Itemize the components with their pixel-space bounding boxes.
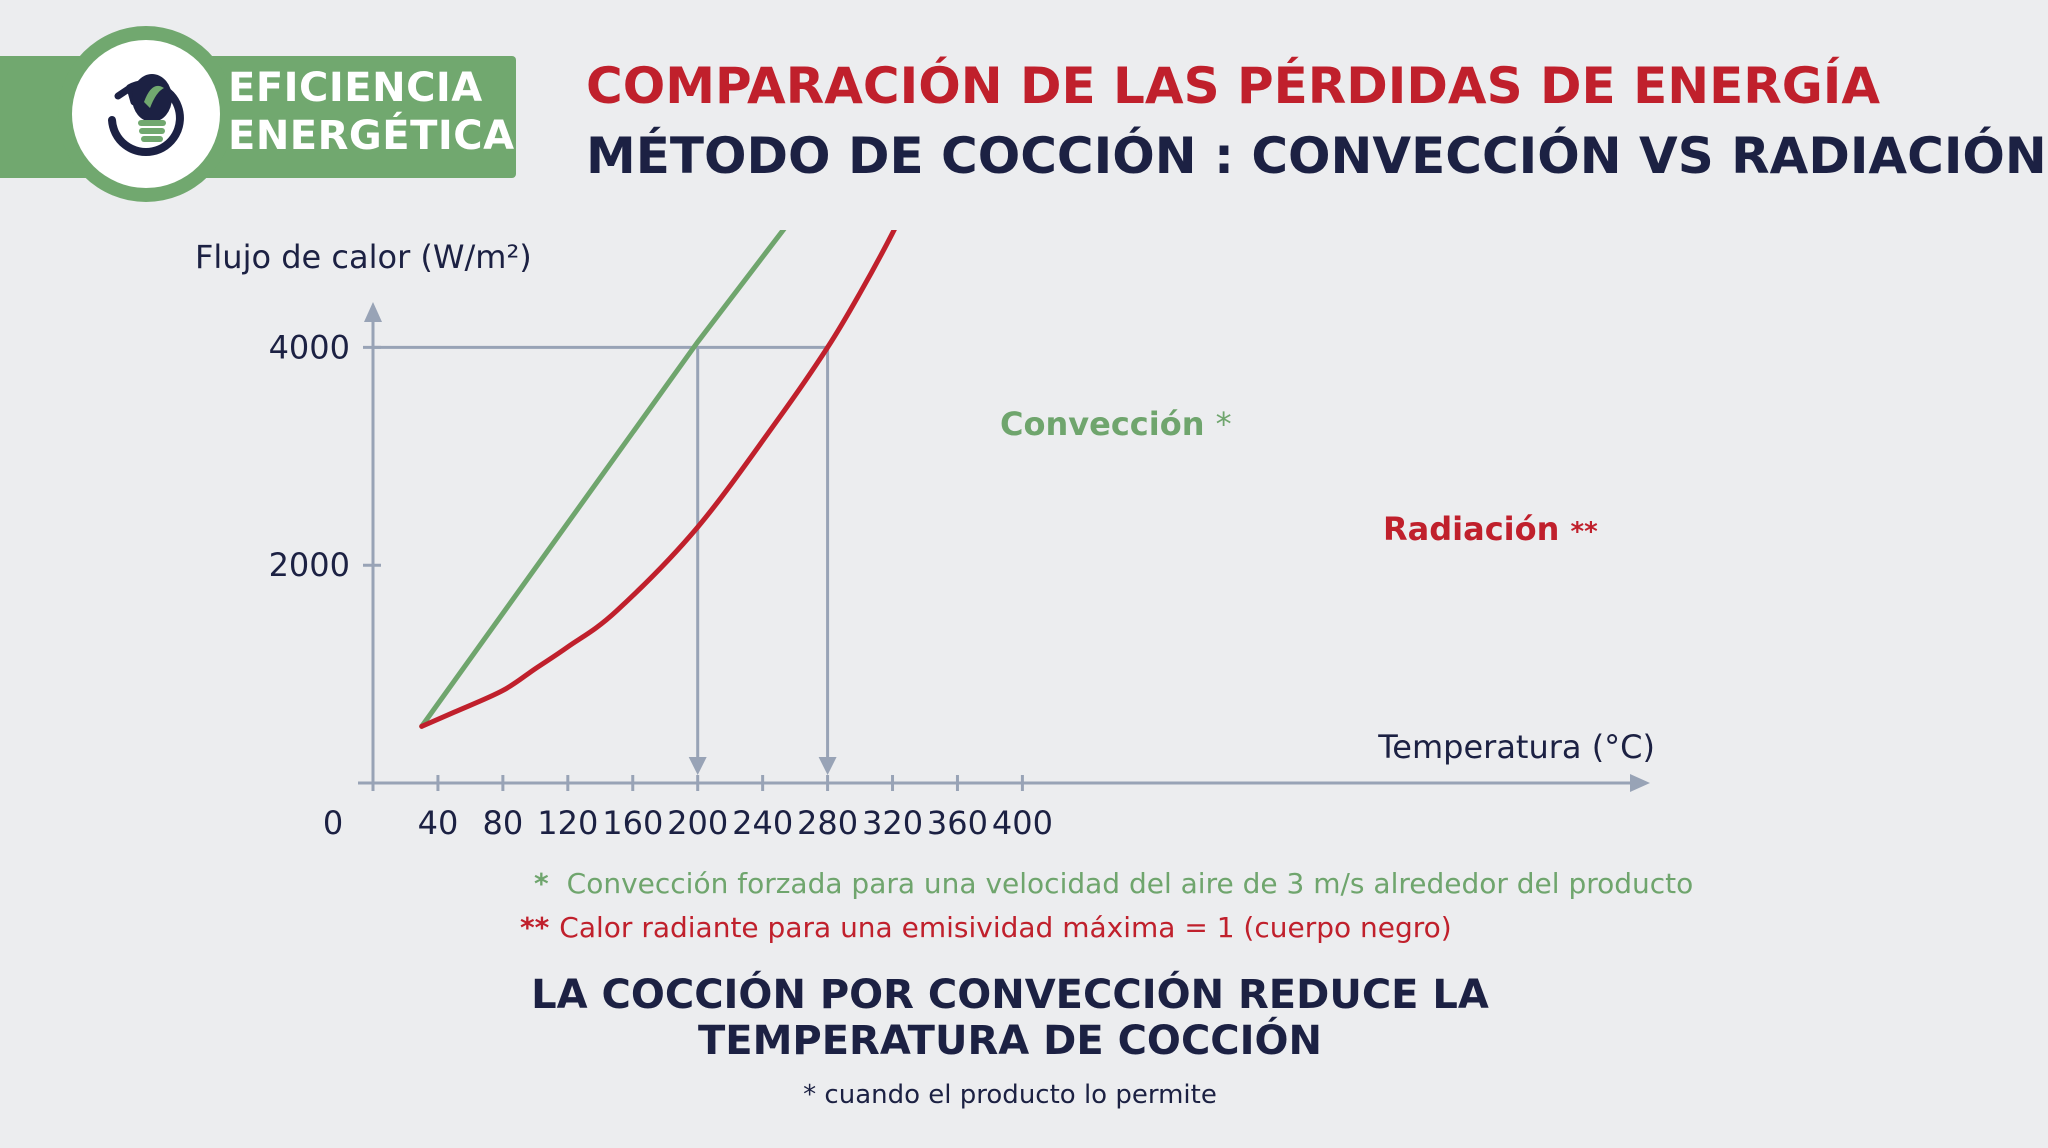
badge-line-1: EFICIENCIA	[228, 65, 483, 111]
badge-icon-holder	[72, 40, 220, 188]
x-tick-label: 120	[537, 804, 598, 842]
note-convection-mark: *	[534, 867, 549, 900]
series-label-radiation-mark: **	[1571, 517, 1599, 547]
x-tick-label: 240	[732, 804, 793, 842]
reference-drop-arrow	[688, 757, 707, 775]
x-tick-label: 160	[602, 804, 663, 842]
y-axis-arrow	[364, 302, 382, 322]
y-axis-label: Flujo de calor (W/m²)	[195, 238, 532, 276]
x-tick-label: 400	[992, 804, 1053, 842]
y-tick-label: 2000	[269, 546, 350, 584]
reference-drop-arrow	[818, 757, 837, 775]
conclusion-line-2: TEMPERATURA DE COCCIÓN	[697, 1018, 1323, 1064]
series-line-radiation	[419, 230, 897, 729]
x-axis-arrow	[1630, 774, 1650, 792]
x-tick-label: 80	[483, 804, 524, 842]
conclusion-line-1: LA COCCIÓN POR CONVECCIÓN REDUCE LA	[531, 972, 1489, 1018]
footnote: * cuando el producto lo permite	[803, 1080, 1217, 1110]
note-radiation: ** Calor radiante para una emisividad máx…	[520, 910, 1452, 946]
x-tick-label: 320	[862, 804, 923, 842]
series-line-convection	[419, 230, 787, 729]
note-convection-text: Convección forzada para una velocidad de…	[566, 867, 1694, 900]
badge-line-2: ENERGÉTICA	[228, 113, 515, 159]
x-tick-label: 360	[927, 804, 988, 842]
badge-title: EFICIENCIA ENERGÉTICA	[228, 64, 515, 160]
series-label-convection-mark: *	[1216, 405, 1232, 443]
x-axis-label: Temperatura (°C)	[1377, 728, 1655, 766]
series-label-convection: Convección *	[1000, 405, 1232, 443]
x-tick-label: 40	[418, 804, 459, 842]
note-radiation-text: Calor radiante para una emisividad máxim…	[559, 911, 1452, 944]
x-tick-label: 280	[797, 804, 858, 842]
page-subtitle: MÉTODO DE COCCIÓN : CONVECCIÓN VS RADIAC…	[586, 127, 2047, 185]
x-tick-label: 200	[667, 804, 728, 842]
x-tick-label: 0	[323, 804, 343, 842]
conclusion: LA COCCIÓN POR CONVECCIÓN REDUCE LA TEMP…	[400, 972, 1620, 1064]
heat-flux-chart: Flujo de calor (W/m²) Temperatura (°C) 0 40…	[195, 230, 1655, 842]
series-label-radiation: Radiación **	[1383, 510, 1598, 548]
y-tick-label: 4000	[269, 328, 350, 366]
note-radiation-mark: **	[520, 911, 550, 944]
note-convection: * Convección forzada para una velocidad d…	[520, 866, 1693, 902]
page-title: COMPARACIÓN DE LAS PÉRDIDAS DE ENERGÍA	[586, 57, 1881, 115]
eco-lightbulb-icon	[108, 74, 184, 156]
